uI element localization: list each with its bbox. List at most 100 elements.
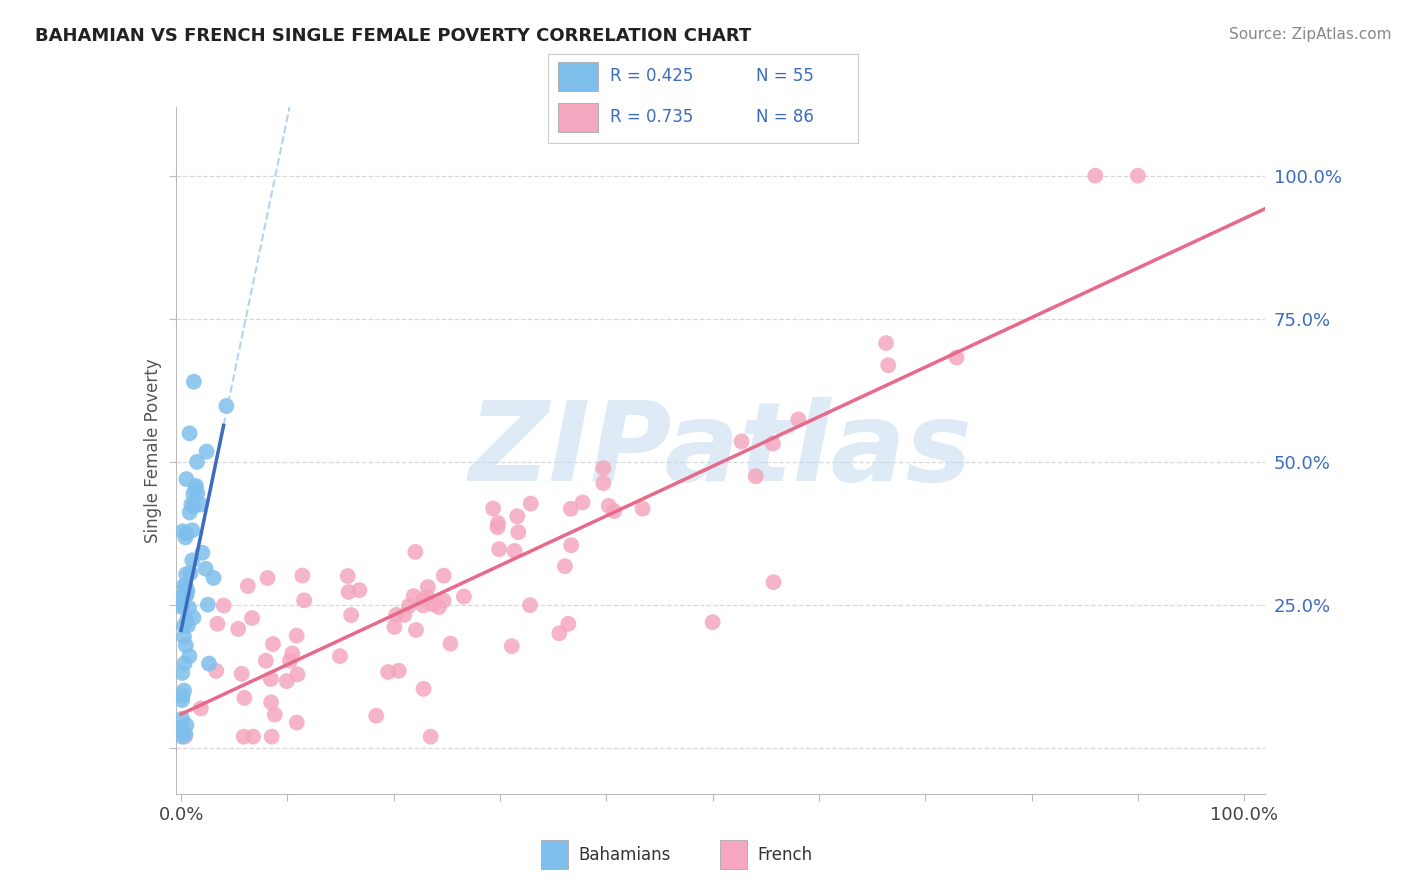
Point	[181, 553, 204, 567]
Point	[398, 599, 420, 613]
Point	[366, 708, 388, 723]
Bar	[720, 840, 747, 869]
Point	[598, 499, 620, 513]
Point	[176, 614, 198, 628]
Point	[501, 639, 523, 653]
Point	[226, 622, 249, 636]
Point	[453, 590, 475, 604]
Point	[233, 690, 256, 705]
Bar	[541, 840, 568, 869]
Point	[276, 674, 298, 689]
Point	[172, 712, 194, 726]
Point	[190, 701, 212, 715]
Point	[433, 568, 456, 582]
Point	[730, 434, 752, 449]
Point	[172, 524, 194, 539]
Point	[173, 578, 195, 592]
Point	[278, 654, 301, 668]
Point	[174, 567, 197, 582]
Point	[287, 667, 309, 681]
Point	[388, 664, 411, 678]
Bar	[558, 103, 598, 132]
Bar	[558, 62, 598, 91]
Point	[571, 495, 593, 509]
Y-axis label: Single Female Poverty: Single Female Poverty	[143, 359, 162, 542]
Point	[1126, 169, 1149, 183]
Point	[181, 523, 204, 537]
Point	[384, 620, 406, 634]
Point	[186, 455, 208, 469]
Point	[762, 575, 785, 590]
Point	[173, 630, 195, 644]
Point	[184, 481, 207, 495]
Point	[236, 579, 259, 593]
Point	[176, 588, 198, 602]
Point	[762, 436, 785, 450]
Point	[176, 526, 198, 541]
Point	[179, 649, 201, 664]
Point	[183, 375, 205, 389]
Text: N = 86: N = 86	[755, 108, 814, 127]
Point	[631, 501, 654, 516]
Point	[174, 530, 197, 544]
Point	[179, 426, 201, 441]
Point	[197, 598, 219, 612]
Point	[172, 665, 194, 680]
Point	[207, 616, 229, 631]
Point	[508, 525, 530, 540]
Text: Bahamians: Bahamians	[578, 846, 671, 863]
Point	[256, 571, 278, 585]
Point	[945, 351, 967, 365]
Point	[263, 707, 285, 722]
Point	[787, 412, 810, 426]
Point	[419, 730, 441, 744]
Text: Source: ZipAtlas.com: Source: ZipAtlas.com	[1229, 27, 1392, 42]
Point	[486, 520, 509, 534]
Point	[205, 664, 228, 678]
Point	[377, 665, 399, 679]
Point	[177, 600, 200, 615]
Point	[172, 730, 194, 744]
Point	[1084, 169, 1107, 183]
Point	[416, 580, 439, 594]
Point	[506, 509, 529, 524]
Point	[488, 542, 510, 557]
Point	[439, 637, 461, 651]
Point	[486, 516, 509, 530]
Point	[337, 585, 360, 599]
Point	[179, 506, 201, 520]
Point	[292, 593, 315, 607]
Point	[744, 469, 766, 483]
Point	[548, 626, 571, 640]
Point	[427, 600, 450, 615]
Point	[174, 639, 197, 653]
Point	[432, 593, 454, 607]
Point	[184, 479, 207, 493]
Point	[260, 695, 283, 709]
Point	[592, 476, 614, 491]
Point	[329, 649, 352, 664]
Point	[173, 683, 195, 698]
Point	[172, 721, 194, 735]
Point	[254, 654, 277, 668]
Point	[172, 600, 194, 615]
Point	[191, 546, 214, 560]
Point	[560, 538, 582, 552]
Point	[195, 444, 218, 458]
Point	[198, 657, 221, 671]
Point	[202, 571, 225, 585]
Point	[281, 647, 304, 661]
Point	[482, 501, 505, 516]
Point	[242, 730, 264, 744]
Point	[174, 730, 197, 744]
Point	[176, 587, 198, 601]
Point	[172, 599, 194, 613]
Point	[260, 730, 283, 744]
Point	[702, 615, 724, 630]
Point	[215, 399, 238, 413]
Point	[422, 598, 444, 612]
Point	[212, 599, 235, 613]
Point	[183, 487, 205, 501]
Point	[174, 727, 197, 741]
Point	[262, 637, 284, 651]
